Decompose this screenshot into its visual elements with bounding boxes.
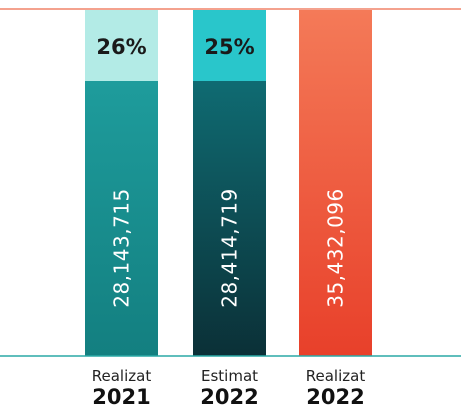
category-label: Realizat	[92, 367, 152, 385]
value-label: 28,414,719	[218, 188, 242, 308]
category-label: Realizat	[306, 367, 366, 385]
value-label: 28,143,715	[110, 188, 134, 308]
bar	[85, 81, 158, 356]
percent-label: 26%	[96, 35, 146, 59]
bar	[193, 81, 266, 356]
bar-top-segment	[85, 10, 158, 81]
category-year-label: 2021	[92, 385, 150, 407]
category-label: Estimat	[201, 367, 258, 385]
bar-top-segment	[193, 10, 266, 81]
category-year-label: 2022	[200, 385, 258, 407]
bar	[299, 10, 372, 356]
value-label: 35,432,096	[324, 188, 348, 308]
category-year-label: 2022	[306, 385, 364, 407]
percent-label: 25%	[204, 35, 254, 59]
